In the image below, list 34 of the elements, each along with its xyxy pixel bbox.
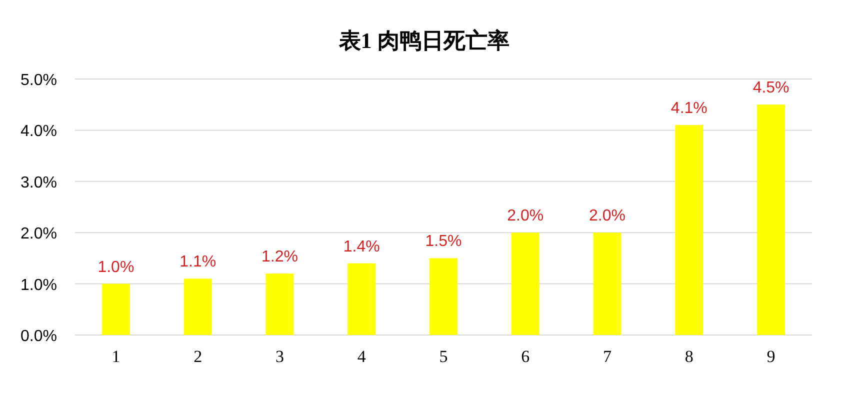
- bar: [430, 258, 458, 335]
- y-tick-label: 1.0%: [20, 276, 57, 294]
- bar: [102, 284, 130, 335]
- x-tick-label: 7: [603, 347, 612, 366]
- data-label: 2.0%: [507, 208, 544, 225]
- bar: [593, 232, 622, 335]
- x-tick-label: 6: [521, 347, 530, 366]
- data-label: 1.5%: [425, 233, 462, 250]
- y-tick-label: 0.0%: [20, 328, 57, 345]
- y-tick-label: 4.0%: [20, 123, 57, 140]
- bar: [511, 232, 540, 335]
- bar: [757, 104, 786, 335]
- bar: [184, 278, 212, 335]
- y-tick-label: 3.0%: [20, 174, 57, 192]
- x-tick-label: 8: [684, 347, 694, 366]
- x-tick-label: 1: [112, 347, 120, 366]
- bar: [675, 125, 704, 335]
- data-label: 1.2%: [261, 248, 298, 266]
- chart-title: 表1 肉鸭日死亡率: [338, 28, 510, 53]
- x-tick-label: 2: [194, 347, 202, 366]
- data-label: 1.4%: [343, 238, 380, 256]
- x-tick-label: 9: [766, 347, 776, 366]
- data-label: 1.1%: [180, 254, 216, 271]
- y-tick-label: 5.0%: [20, 72, 57, 89]
- data-label: 1.0%: [98, 258, 134, 276]
- data-label: 4.1%: [670, 100, 708, 118]
- bar: [348, 263, 376, 335]
- y-tick-label: 2.0%: [20, 226, 57, 243]
- data-label: 2.0%: [589, 208, 626, 225]
- x-tick-label: 4: [357, 347, 366, 366]
- bar: [266, 274, 294, 335]
- x-tick-label: 5: [439, 347, 448, 366]
- x-tick-label: 3: [275, 347, 284, 366]
- data-label: 4.5%: [752, 80, 790, 97]
